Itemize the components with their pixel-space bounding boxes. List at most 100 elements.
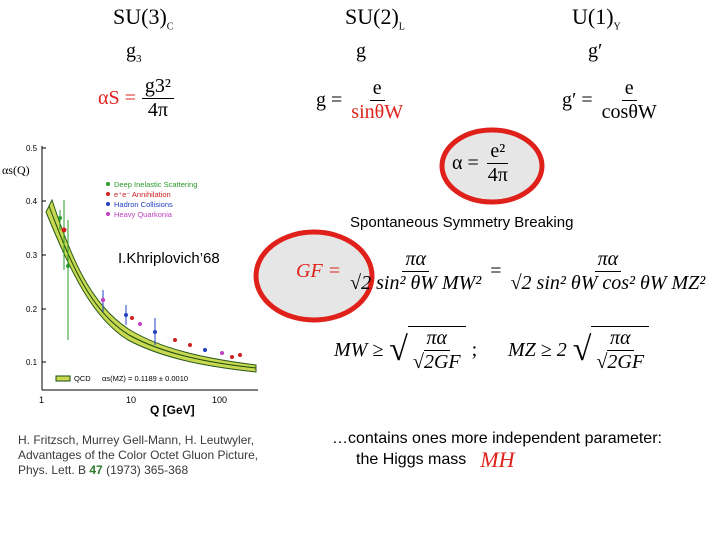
gf-fraction-1: πα √2 sin² θW MW²	[347, 248, 484, 295]
gf-fraction-2: πα √2 sin² θW cos² θW MZ²	[508, 248, 709, 295]
citation-line-3: Phys. Lett. B 47 (1973) 365-368	[18, 463, 308, 478]
point-dis	[66, 264, 70, 268]
alpha-lhs: α =	[452, 152, 479, 174]
alpha-s-lhs: αS =	[98, 87, 136, 109]
point-dis	[58, 216, 62, 220]
x-axis-label: Q [GeV]	[150, 403, 195, 417]
g-lhs: g =	[316, 89, 343, 111]
mz-numerator: πα	[606, 327, 634, 351]
x-tick-labels: 1 10 100	[39, 395, 227, 405]
group-u1-name: U(1)	[572, 4, 614, 29]
coupling-g-symbol: g	[356, 40, 366, 62]
x-tick-0: 1	[39, 395, 44, 405]
mw-fraction: πα √2GF	[407, 326, 466, 374]
mw-denominator: √2GF	[412, 351, 461, 373]
mw-separator: ;	[471, 338, 478, 361]
group-su2-sub: L	[398, 21, 405, 33]
alpha-s-fraction: g3² 4π	[141, 75, 174, 122]
qcd-legend-label: QCD	[74, 374, 91, 383]
khriplovich-label: I.Khriplovich’68	[118, 250, 220, 267]
coupling-g: g	[356, 40, 366, 63]
legend-marker-dis	[106, 182, 110, 186]
point-quarkonia	[138, 322, 142, 326]
point-ee	[173, 338, 177, 342]
g-fraction: e sinθW	[348, 77, 406, 124]
citation-pages: (1973) 365-368	[102, 463, 189, 477]
gf-highlight-ellipse	[253, 229, 375, 323]
gf-equals: =	[490, 260, 502, 282]
higgs-mass-symbol: MH	[480, 447, 515, 472]
legend-marker-ee	[106, 192, 110, 196]
coupling-g3-symbol: g	[126, 40, 136, 62]
alpha-s-plot: 0.5 0.4 0.3 0.2 0.1 1 10 100 Q [GeV] αs(…	[0, 140, 260, 420]
y-tick-3: 0.2	[26, 305, 38, 314]
gf-lhs: GF =	[296, 260, 342, 282]
ssb-label: Spontaneous Symmetry Breaking	[350, 214, 574, 231]
point-ee	[188, 343, 192, 347]
point-ee	[61, 227, 67, 233]
citation-volume: 47	[89, 463, 103, 477]
mz-bound: MZ ≥ 2 √ πα √2GF	[508, 326, 650, 374]
point-quarkonia	[100, 297, 106, 303]
citation-line-2: Advantages of the Color Octet Gluon Pict…	[18, 448, 259, 462]
higgs-note-line-1: …contains ones more independent paramete…	[332, 430, 662, 447]
alpha-numerator: e²	[487, 140, 509, 164]
gprime-numerator: e	[621, 77, 637, 101]
y-tick-4: 0.1	[26, 358, 38, 367]
alpha-formula: α = e² 4π	[452, 140, 511, 187]
mz-fraction: πα √2GF	[591, 326, 650, 374]
coupling-gprime: g′	[588, 40, 602, 63]
alpha-highlight-ellipse	[439, 127, 545, 205]
point-quarkonia	[220, 351, 224, 355]
y-axis-label: αs(Q)	[2, 163, 30, 177]
higgs-note-line-2: the Higgs mass MH	[332, 447, 662, 472]
qcd-legend-swatch	[55, 375, 71, 382]
alpha-s-denominator: 4π	[147, 99, 168, 121]
y-tick-2: 0.3	[26, 251, 38, 260]
mw-lhs: MW ≥	[334, 338, 384, 361]
legend-marker-quarkonia	[106, 212, 110, 216]
y-tick-0: 0.5	[26, 144, 38, 153]
x-tick-1: 10	[126, 395, 136, 405]
citation-journal: Phys. Lett. B	[18, 463, 90, 477]
legend-marker-hadron	[106, 202, 110, 206]
mz-lhs: MZ ≥ 2	[508, 338, 567, 361]
mw-numerator: πα	[423, 327, 451, 351]
point-ee	[230, 355, 234, 359]
gf-frac1-numerator: πα	[402, 248, 429, 272]
point-hadron	[124, 313, 128, 317]
higgs-mass-text: the Higgs mass	[356, 451, 467, 468]
group-u1: U(1)Y	[572, 4, 621, 32]
alpha-s-numerator: g3²	[141, 75, 174, 99]
coupling-gprime-symbol: g′	[588, 40, 603, 62]
group-u1-sub: Y	[613, 21, 621, 33]
g-numerator: e	[369, 77, 385, 101]
gf-frac2-denominator: √2 sin² θW cos² θW MZ²	[510, 272, 706, 294]
qcd-band	[45, 198, 257, 373]
mz-sqrt-icon: √	[572, 331, 592, 368]
qcd-legend-value: αs(MZ) = 0.1189 ± 0.0010	[102, 374, 188, 383]
gprime-lhs: g′ =	[562, 89, 593, 111]
gf-frac1-denominator: √2 sin² θW MW²	[350, 272, 482, 294]
mw-sqrt-icon: √	[389, 331, 408, 368]
y-tick-1: 0.4	[26, 197, 38, 206]
point-hadron	[203, 348, 207, 352]
group-su2-name: SU(2)	[345, 4, 399, 29]
point-ee	[130, 316, 134, 320]
citation: H. Fritzsch, Murrey Gell-Mann, H. Leutwy…	[18, 433, 308, 478]
group-su3-name: SU(3)	[113, 4, 167, 29]
y-tick-labels: 0.5 0.4 0.3 0.2 0.1	[26, 144, 46, 367]
x-tick-2: 100	[212, 395, 227, 405]
alpha-s-plot-svg: 0.5 0.4 0.3 0.2 0.1 1 10 100 Q [GeV] αs(…	[2, 144, 258, 417]
g-formula: g = e sinθW	[316, 77, 406, 124]
gprime-fraction: e cosθW	[599, 77, 660, 124]
legend-ee: e⁺e⁻ Annihilation	[114, 190, 171, 199]
gprime-denominator: cosθW	[601, 101, 657, 123]
mw-bound: MW ≥ √ πα √2GF ;	[334, 326, 477, 374]
gprime-formula: g′ = e cosθW	[562, 77, 660, 124]
gf-formula: GF = πα √2 sin² θW MW² = πα √2 sin² θW c…	[296, 248, 708, 295]
citation-line-1: H. Fritzsch, Murrey Gell-Mann, H. Leutwy…	[18, 433, 255, 447]
point-hadron	[153, 330, 157, 334]
coupling-g3: g3	[126, 40, 142, 65]
gf-frac2-numerator: πα	[594, 248, 622, 272]
